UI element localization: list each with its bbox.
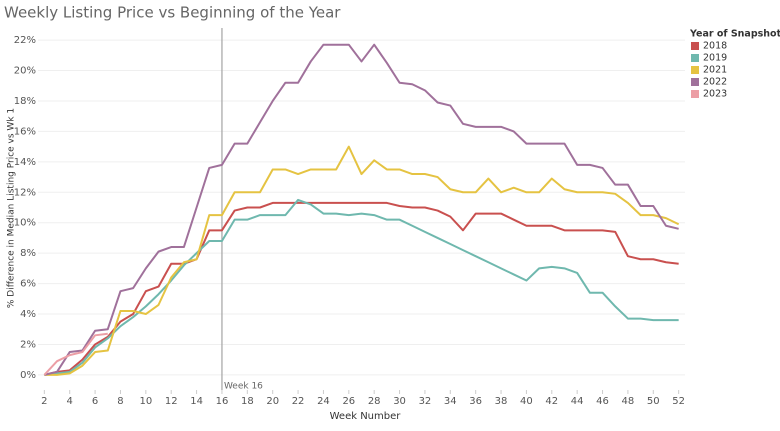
y-tick-label: 14% [14,157,36,168]
y-tick-label: 18% [14,96,36,107]
x-tick-label: 26 [342,396,355,407]
x-tick-label: 28 [368,396,381,407]
x-tick-label: 50 [647,396,660,407]
series-line [44,145,680,376]
series-line [44,201,679,376]
x-tick-label: 44 [571,396,584,407]
legend-label: 2019 [703,53,727,64]
legend-label: 2018 [703,41,727,52]
y-tick-label: 10% [14,218,36,229]
legend-swatch [691,90,699,98]
x-tick-label: 12 [165,396,178,407]
x-tick-label: 36 [469,396,482,407]
reference-label: Week 16 [224,382,263,392]
y-tick-label: 4% [20,309,36,320]
legend-label: 2022 [703,77,727,88]
x-tick-label: 24 [317,396,330,407]
x-tick-label: 52 [672,396,685,407]
x-tick-label: 30 [393,396,406,407]
series-line [43,332,108,376]
series-line [44,43,679,376]
x-tick-label: 6 [92,396,98,407]
x-tick-label: 46 [596,396,609,407]
legend-swatch [691,42,699,50]
y-tick-label: 6% [20,279,36,290]
x-tick-label: 20 [266,396,279,407]
legend-swatch [691,78,699,86]
y-tick-label: 12% [14,187,36,198]
x-tick-label: 34 [444,396,457,407]
x-tick-label: 8 [117,396,123,407]
legend-label: 2021 [703,65,727,76]
y-tick-label: 16% [14,126,36,137]
y-tick-label: 22% [14,35,36,46]
x-tick-label: 38 [495,396,508,407]
legend-swatch [691,66,699,74]
x-tick-label: 42 [545,396,558,407]
x-tick-label: 22 [292,396,305,407]
y-axis-label: % Difference in Median Listing Price vs … [7,108,17,308]
x-tick-label: 10 [139,396,152,407]
x-tick-label: 40 [520,396,533,407]
y-tick-label: 2% [20,339,36,350]
x-tick-label: 2 [41,396,47,407]
y-tick-label: 0% [20,370,36,381]
x-tick-label: 18 [241,396,254,407]
x-tick-label: 4 [67,396,73,407]
x-tick-label: 48 [622,396,635,407]
legend-swatch [691,54,699,62]
chart-title: Weekly Listing Price vs Beginning of the… [4,4,341,22]
x-tick-label: 32 [419,396,432,407]
x-tick-label: 14 [190,396,203,407]
x-tick-label: 16 [216,396,229,407]
legend-label: 2023 [703,89,727,100]
x-axis-label: Week Number [330,411,402,422]
y-tick-label: 20% [14,66,36,77]
series-line [44,198,679,376]
y-tick-label: 8% [20,248,36,259]
legend-title: Year of Snapshot Date [689,29,780,40]
